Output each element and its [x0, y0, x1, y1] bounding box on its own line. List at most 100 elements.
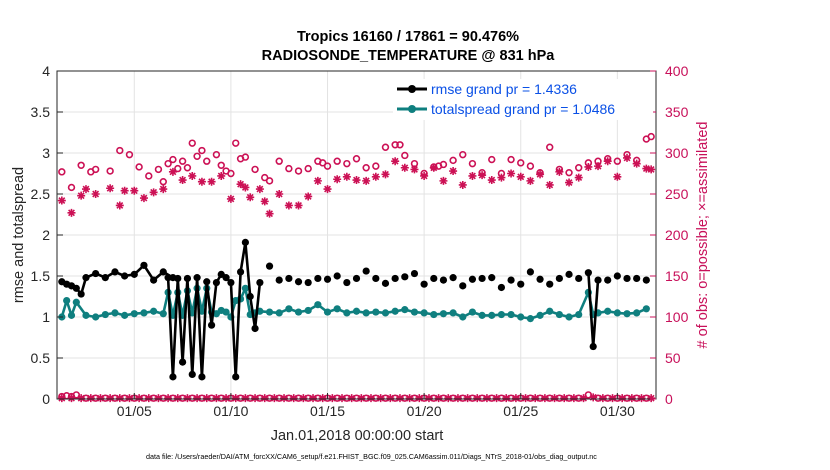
obs-assimilated-marker — [444, 394, 453, 403]
obs-possible-marker — [212, 150, 221, 159]
totalspread-point — [439, 310, 448, 318]
rmse-point — [246, 292, 254, 301]
obs-assimilated-marker — [482, 394, 491, 403]
x-tick-label: 01/20 — [407, 403, 442, 419]
rmse-point — [183, 274, 192, 283]
obs-assimilated-marker — [183, 394, 192, 403]
obs-possible-marker — [565, 168, 573, 177]
obs-assimilated-marker — [164, 394, 173, 403]
totalspread-point — [459, 313, 467, 321]
y-right-tick-label: 200 — [665, 227, 689, 243]
obs-assimilated-marker — [618, 394, 627, 403]
obs-possible-marker — [304, 164, 312, 173]
obs-assimilated-marker — [386, 394, 395, 403]
rmse-point — [304, 278, 312, 287]
obs-possible-marker — [203, 157, 211, 165]
obs-assimilated-marker — [260, 197, 269, 206]
legend-rmse-marker — [408, 85, 416, 93]
totalspread-point — [323, 308, 332, 316]
rmse-point — [256, 278, 264, 287]
obs-assimilated-marker — [434, 394, 443, 403]
legend-spread-marker — [408, 105, 416, 113]
obs-possible-marker — [169, 155, 177, 164]
obs-assimilated-marker — [289, 394, 298, 403]
obs-assimilated-marker — [197, 177, 206, 186]
obs-assimilated-marker — [236, 180, 245, 189]
rmse-point — [212, 278, 221, 287]
y-right-tick-label: 0 — [665, 391, 673, 407]
obs-assimilated-marker — [265, 209, 274, 218]
obs-assimilated-marker — [130, 186, 139, 195]
x-tick-label: 01/25 — [503, 403, 538, 419]
obs-assimilated-marker — [627, 394, 636, 403]
obs-assimilated-marker — [647, 394, 656, 403]
obs-assimilated-marker — [159, 185, 168, 194]
obs-assimilated-marker — [57, 394, 66, 403]
totalspread-point — [372, 308, 380, 316]
obs-possible-marker — [401, 151, 409, 160]
obs-assimilated-marker — [241, 394, 250, 403]
obs-assimilated-marker — [478, 171, 487, 180]
legend: rmse grand pr = 1.4336 totalspread grand… — [393, 79, 653, 120]
obs-possible-marker — [381, 143, 390, 151]
obs-possible-marker — [154, 165, 163, 174]
totalspread-point — [497, 310, 506, 319]
obs-assimilated-marker — [366, 394, 375, 403]
rmse-point — [178, 358, 187, 366]
obs-assimilated-marker — [67, 394, 76, 403]
x-tick-label: 01/10 — [213, 403, 248, 419]
rmse-point — [101, 274, 109, 282]
obs-possible-marker — [261, 173, 269, 182]
obs-assimilated-marker — [188, 171, 197, 180]
rmse-point — [478, 274, 486, 283]
totalspread-point — [222, 308, 230, 316]
obs-possible-marker — [91, 165, 100, 174]
obs-assimilated-marker — [536, 170, 545, 179]
obs-assimilated-marker — [637, 394, 646, 403]
obs-possible-marker — [178, 157, 187, 165]
obs-assimilated-marker — [381, 170, 390, 179]
obs-assimilated-marker — [391, 157, 400, 166]
rmse-point — [227, 278, 235, 287]
legend-rmse-label: rmse grand pr = 1.4336 — [431, 81, 577, 97]
rmse-point — [159, 268, 167, 276]
rmse-point — [604, 276, 612, 284]
obs-assimilated-marker — [299, 394, 308, 403]
obs-assimilated-marker — [226, 194, 235, 203]
obs-assimilated-marker — [309, 394, 318, 403]
totalspread-point — [401, 306, 409, 314]
totalspread-point — [362, 309, 370, 317]
obs-possible-marker — [439, 160, 448, 169]
rmse-point — [430, 274, 438, 283]
obs-assimilated-marker — [255, 185, 264, 194]
obs-assimilated-marker — [420, 171, 429, 180]
rmse-point — [232, 373, 240, 381]
obs-assimilated-marker — [487, 176, 496, 185]
rmse-point — [222, 274, 230, 282]
totalspread-point — [140, 309, 148, 317]
rmse-point — [164, 274, 172, 282]
rmse-point — [468, 275, 477, 283]
y-right-tick-label: 250 — [665, 186, 689, 202]
rmse-point — [449, 274, 457, 282]
rmse-point — [401, 273, 409, 281]
rmse-point — [575, 274, 583, 283]
obs-assimilated-marker — [415, 394, 424, 403]
y-right-tick-label: 50 — [665, 350, 681, 366]
totalspread-point — [159, 310, 167, 318]
obs-possible-marker — [396, 141, 404, 149]
obs-assimilated-marker — [275, 190, 284, 198]
obs-assimilated-marker — [608, 394, 617, 403]
rmse-point — [314, 274, 322, 283]
obs-possible-marker — [159, 178, 167, 186]
data-file-footnote: data file: /Users/raeder/DAI/ATM_forcXX/… — [146, 452, 597, 461]
obs-assimilated-marker — [574, 173, 583, 182]
totalspread-point — [565, 313, 573, 321]
obs-assimilated-marker — [347, 394, 356, 403]
rmse-point — [169, 373, 177, 381]
obs-assimilated-marker — [463, 394, 472, 403]
obs-assimilated-marker — [560, 394, 569, 403]
rmse-point — [362, 267, 370, 275]
rmse-point — [565, 270, 573, 278]
totalspread-point — [111, 309, 119, 317]
